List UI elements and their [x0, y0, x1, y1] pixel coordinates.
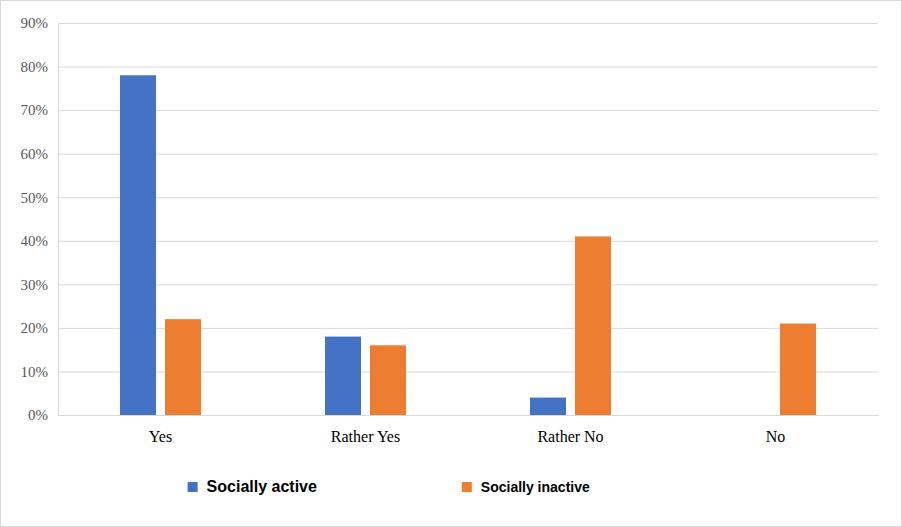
legend-swatch [188, 482, 198, 492]
x-tick: No [766, 415, 786, 445]
legend-item: Socially active [188, 478, 317, 495]
y-axis: 0% 10% 20% 30% 40% 50% 60% 70% 80% 90% [21, 15, 879, 423]
bar [575, 236, 611, 415]
bar [780, 324, 816, 415]
bar [165, 319, 201, 415]
bar [325, 337, 361, 415]
x-tick-label: Yes [149, 428, 172, 445]
y-tick-label: 90% [21, 15, 49, 31]
x-tick: Yes [149, 415, 172, 445]
bar-series [120, 75, 566, 415]
chart-border [1, 1, 902, 527]
grid-line [58, 241, 878, 242]
grid-line [58, 110, 878, 111]
y-tick: 80% [21, 59, 879, 75]
y-tick-label: 30% [21, 277, 49, 293]
bars [120, 75, 816, 415]
y-tick-label: 0% [28, 407, 48, 423]
bar-series [165, 236, 816, 415]
y-tick-label: 70% [21, 102, 49, 118]
bar [735, 415, 771, 416]
x-tick-label: No [766, 428, 786, 445]
bar [370, 345, 406, 415]
y-tick-label: 20% [21, 320, 49, 336]
grid-line [58, 23, 878, 24]
y-tick-label: 40% [21, 233, 49, 249]
bar [530, 398, 566, 415]
chart: 0% 10% 20% 30% 40% 50% 60% 70% 80% 90% Yes Rather Y… [0, 0, 902, 527]
grid-line [58, 197, 878, 198]
grid-line [58, 154, 878, 155]
legend-label: Socially inactive [481, 479, 590, 495]
x-tick: Rather No [537, 415, 603, 445]
x-axis-line [59, 415, 879, 416]
legend: Socially active Socially inactive [188, 478, 590, 495]
y-tick-label: 80% [21, 59, 49, 75]
x-axis: Yes Rather Yes Rather No No [59, 415, 879, 445]
bar [120, 75, 156, 415]
y-tick-label: 10% [21, 364, 49, 380]
legend-label: Socially active [207, 478, 317, 495]
grid-line [58, 67, 878, 68]
legend-swatch [462, 482, 472, 492]
y-axis-line [59, 24, 879, 416]
y-tick-label: 60% [21, 146, 49, 162]
x-tick-label: Rather Yes [331, 428, 400, 445]
x-tick-label: Rather No [537, 428, 603, 445]
grid-line [58, 415, 878, 416]
legend-item: Socially inactive [462, 479, 590, 495]
grid-line [58, 284, 878, 285]
y-tick-label: 50% [21, 190, 49, 206]
y-tick: 90% [21, 15, 879, 31]
plot: 0% 10% 20% 30% 40% 50% 60% 70% 80% 90% Yes Rather Y… [21, 15, 879, 445]
x-tick: Rather Yes [331, 415, 400, 445]
